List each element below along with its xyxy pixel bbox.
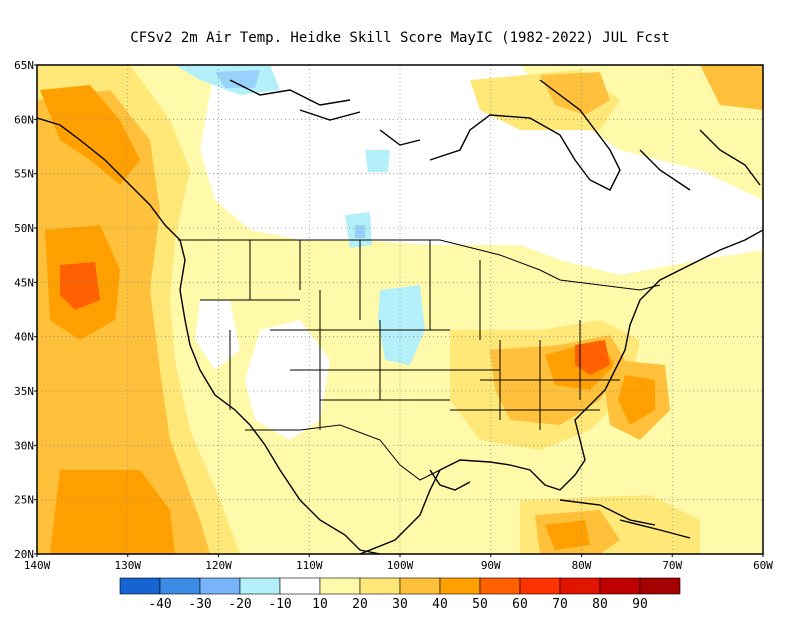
colorbar-labels: -40 -30 -20 -10 10 20 30 40 50 60 70 80 90: [148, 597, 648, 612]
lon-tick-label: 140W: [24, 559, 51, 572]
lon-tick-label: 80W: [572, 559, 592, 572]
colorbar-swatch: [559, 577, 601, 595]
colorbar-swatch: [239, 577, 281, 595]
colorbar-swatch: [359, 577, 401, 595]
colorbar-swatch: [479, 577, 521, 595]
colorbar-swatch: [399, 577, 441, 595]
lon-tick-label: 110W: [296, 559, 323, 572]
colorbar-label: 30: [392, 597, 408, 612]
colorbar-swatch: [279, 577, 321, 595]
colorbar-label: 90: [632, 597, 648, 612]
longitude-labels: 140W 130W 120W 110W 100W 90W 80W 70W 60W: [24, 554, 773, 572]
coastline: [37, 79, 763, 554]
colorbar-swatch: [439, 577, 481, 595]
colorbar-label: 40: [432, 597, 448, 612]
lat-tick-label: 25N: [14, 494, 34, 507]
colorbar-swatch: [119, 577, 161, 595]
lon-tick-label: 70W: [662, 559, 682, 572]
lon-tick-label: 90W: [481, 559, 501, 572]
colorbar: [119, 577, 681, 595]
colorbar-label: -10: [268, 597, 291, 612]
lat-tick-label: 65N: [14, 59, 34, 72]
latitude-labels: 65N 60N 55N 50N 45N 40N 35N 30N 25N 20N: [14, 59, 37, 561]
lat-tick-label: 35N: [14, 385, 34, 398]
lon-tick-label: 120W: [205, 559, 232, 572]
lat-tick-label: 45N: [14, 276, 34, 289]
colorbar-label: -20: [228, 597, 251, 612]
political-borders: [178, 239, 661, 481]
lat-tick-label: 30N: [14, 439, 34, 452]
colorbar-swatch: [319, 577, 361, 595]
lon-tick-label: 100W: [387, 559, 414, 572]
colorbar-label: -40: [148, 597, 171, 612]
colorbar-label: -30: [188, 597, 211, 612]
colorbar-swatch: [599, 577, 641, 595]
colorbar-label: 20: [352, 597, 368, 612]
colorbar-label: 50: [472, 597, 488, 612]
lon-tick-label: 130W: [115, 559, 142, 572]
colorbar-label: 60: [512, 597, 528, 612]
lat-tick-label: 55N: [14, 168, 34, 181]
colorbar-label: 70: [552, 597, 568, 612]
colorbar-swatch: [199, 577, 241, 595]
colorbar-label: 10: [312, 597, 328, 612]
lat-tick-label: 60N: [14, 113, 34, 126]
graticule: [37, 65, 763, 554]
lon-tick-label: 60W: [753, 559, 773, 572]
colorbar-swatch: [519, 577, 561, 595]
colorbar-swatch: [639, 577, 681, 595]
lat-tick-label: 50N: [14, 222, 34, 235]
colorbar-label: 80: [592, 597, 608, 612]
skill-score-field: [37, 65, 763, 554]
lat-tick-label: 20N: [14, 548, 34, 561]
map-title: CFSv2 2m Air Temp. Heidke Skill Score Ma…: [130, 30, 669, 46]
lat-tick-label: 40N: [14, 331, 34, 344]
colorbar-swatch: [159, 577, 201, 595]
